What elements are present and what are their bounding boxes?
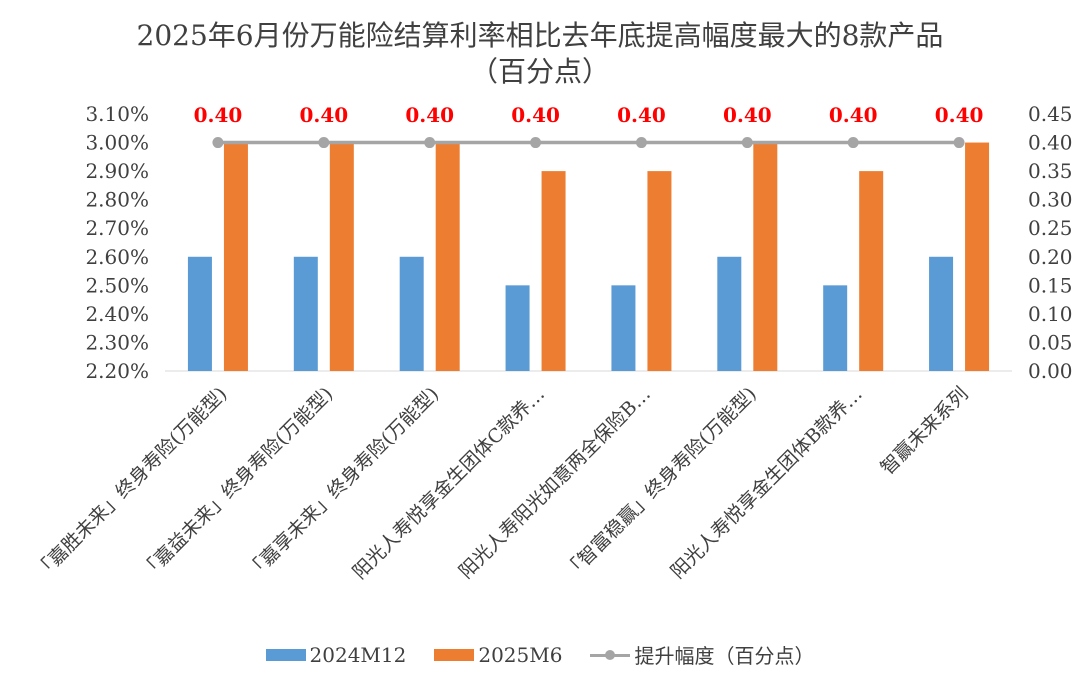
x-tick-label: 智赢未来系列 <box>876 383 972 479</box>
data-label: 0.40 <box>194 103 243 127</box>
legend-item-2024m12[interactable]: 2024M12 <box>265 640 407 669</box>
y-right-tick-label: 0.15 <box>1028 273 1073 297</box>
bar-2025m6 <box>859 171 884 371</box>
increase-point <box>212 137 224 149</box>
bar-2025m6 <box>329 142 354 371</box>
increase-point <box>635 137 647 149</box>
bar-2024m12 <box>823 285 848 371</box>
x-tick-label: 阳光人寿悦享金生团体B款养… <box>667 383 867 583</box>
increase-point <box>318 137 330 149</box>
chart-subtitle: （百分点） <box>469 55 610 88</box>
bar-2024m12 <box>611 285 636 371</box>
increase-point <box>530 137 542 149</box>
legend-label-increase: 提升幅度（百分点） <box>634 644 815 668</box>
y-right-tick-label: 0.25 <box>1028 216 1073 240</box>
legend-label-2024m12: 2024M12 <box>309 642 407 667</box>
legend-swatch-increase <box>590 649 631 661</box>
y-right-tick-label: 0.00 <box>1028 359 1073 383</box>
y-left-tick-label: 2.20% <box>85 359 149 383</box>
data-label: 0.40 <box>935 103 984 127</box>
bar-2025m6 <box>647 171 672 371</box>
y-left-tick-label: 2.30% <box>85 330 149 354</box>
bar-2024m12 <box>399 256 424 371</box>
data-label: 0.40 <box>723 103 772 127</box>
y-right-tick-label: 0.05 <box>1028 330 1073 354</box>
data-label: 0.40 <box>299 103 348 127</box>
increase-point <box>847 137 859 149</box>
y-left-tick-label: 2.90% <box>85 159 149 183</box>
bar-2025m6 <box>541 171 566 371</box>
y-right-tick-label: 0.30 <box>1028 188 1073 212</box>
legend-item-increase[interactable]: 提升幅度（百分点） <box>590 640 814 669</box>
x-tick-label: 「嘉益未来」终身寿险(万能型) <box>137 383 338 584</box>
increase-point <box>953 137 965 149</box>
bar-2025m6 <box>223 142 248 371</box>
bar-2024m12 <box>187 256 212 371</box>
x-tick-label: 阳光人寿悦享金生团体C款养… <box>349 383 549 583</box>
bar-2024m12 <box>717 256 742 371</box>
increase-point <box>741 137 753 149</box>
data-label: 0.40 <box>829 103 878 127</box>
legend-swatch-2024m12 <box>265 648 306 661</box>
legend-swatch-2025m6 <box>434 648 475 661</box>
legend-item-2025m6[interactable]: 2025M6 <box>434 640 562 669</box>
y-left-tick-label: 2.70% <box>85 216 149 240</box>
y-right-tick-label: 0.10 <box>1028 302 1073 326</box>
bar-2025m6 <box>753 142 778 371</box>
y-right-tick-label: 0.20 <box>1028 245 1073 269</box>
bar-2024m12 <box>505 285 530 371</box>
increase-point <box>424 137 436 149</box>
y-right-tick-label: 0.40 <box>1028 131 1073 155</box>
bar-2024m12 <box>293 256 318 371</box>
chart-title: 2025年6月份万能险结算利率相比去年底提高幅度最大的8款产品 <box>136 19 944 52</box>
data-label: 0.40 <box>511 103 560 127</box>
data-label: 0.40 <box>405 103 454 127</box>
y-left-tick-label: 2.60% <box>85 245 149 269</box>
y-left-tick-label: 2.50% <box>85 273 149 297</box>
bar-2025m6 <box>435 142 460 371</box>
bar-2025m6 <box>965 142 990 371</box>
y-left-tick-label: 3.10% <box>85 102 149 126</box>
y-right-tick-label: 0.45 <box>1028 102 1073 126</box>
y-left-tick-label: 2.40% <box>85 302 149 326</box>
x-tick-label: 「嘉胜未来」终身寿险(万能型) <box>31 383 232 584</box>
bar-2024m12 <box>929 256 954 371</box>
y-left-tick-label: 3.00% <box>85 131 149 155</box>
x-tick-label: 「智富稳赢」终身寿险(万能型) <box>560 383 761 584</box>
y-left-tick-label: 2.80% <box>85 188 149 212</box>
legend: 2024M12 2025M6 提升幅度（百分点） <box>0 640 1080 669</box>
x-tick-label: 阳光人寿阳光如意两全保险B… <box>455 383 655 583</box>
data-label: 0.40 <box>617 103 666 127</box>
legend-label-2025m6: 2025M6 <box>478 642 563 667</box>
y-right-tick-label: 0.35 <box>1028 159 1073 183</box>
x-tick-label: 「嘉享未来」终身寿险(万能型) <box>243 383 444 584</box>
